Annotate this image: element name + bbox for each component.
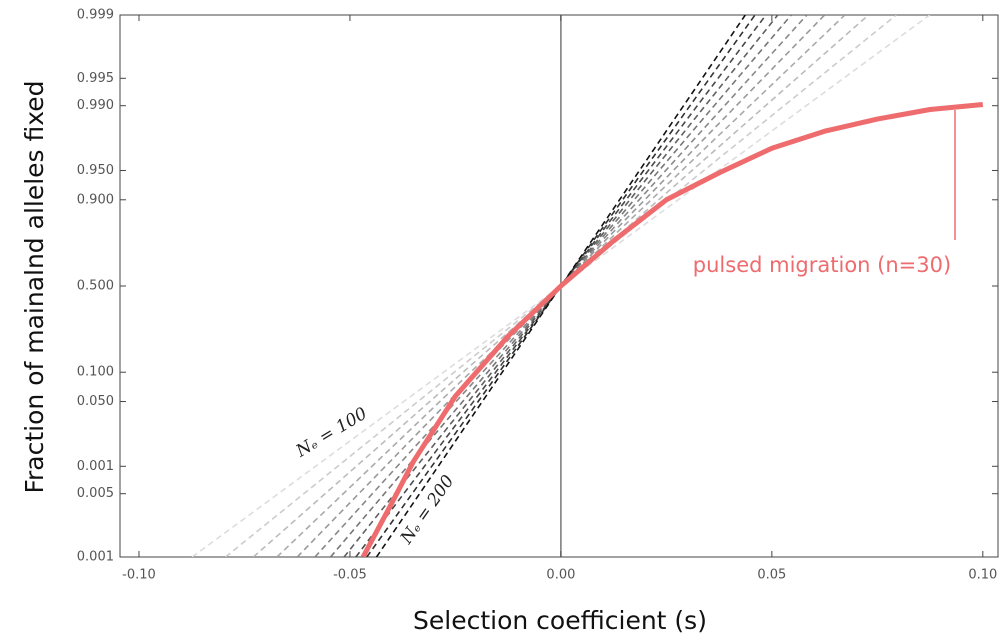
- x-axis-label: Selection coefficient (s): [413, 606, 707, 635]
- annotation: Nₑ = 200: [396, 471, 458, 548]
- y-tick-label: 0.100: [77, 365, 114, 380]
- y-tick-label: 0.990: [77, 98, 114, 113]
- x-tick-label: 0.05: [757, 568, 786, 583]
- annotation: pulsed migration (n=30): [693, 253, 951, 277]
- y-tick-label: 0.995: [77, 71, 114, 86]
- y-tick-label: 0.950: [77, 163, 114, 178]
- y-tick-label: 0.999: [77, 8, 114, 23]
- dashed-line: [191, 15, 931, 557]
- curve: [360, 102, 984, 557]
- y-tick-label: 0.900: [77, 192, 114, 207]
- y-tick-label: 0.001: [77, 459, 114, 474]
- dashed-line: [296, 15, 826, 557]
- x-tick-label: -0.10: [122, 568, 156, 583]
- plot-area: [191, 15, 984, 557]
- y-tick-label: 0.005: [77, 486, 114, 501]
- y-tick-label: 0.500: [77, 279, 114, 294]
- dashed-line: [343, 15, 779, 557]
- x-tick-label: -0.05: [333, 568, 367, 583]
- y-tick-label: 0.050: [77, 394, 114, 409]
- annotation: Nₑ = 100: [292, 404, 371, 462]
- y-tick-label: 0.001: [77, 550, 114, 565]
- dashed-line: [252, 15, 870, 557]
- y-axis-label: Fraction of mainalnd alleles fixed: [20, 80, 49, 493]
- x-tick-label: 0.10: [968, 568, 997, 583]
- dashed-line: [355, 15, 767, 557]
- x-tick-label: 0.00: [546, 568, 575, 583]
